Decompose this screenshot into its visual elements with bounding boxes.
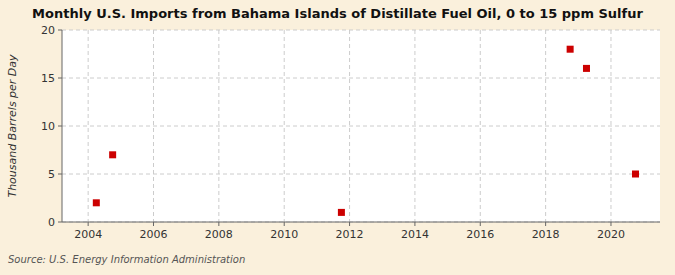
x-tick-label: 2014	[401, 228, 429, 241]
y-axis-label: Thousand Barrels per Day	[6, 54, 19, 198]
point	[338, 209, 345, 216]
y-tick	[58, 30, 62, 31]
grid	[62, 30, 660, 222]
grid-line	[88, 30, 89, 222]
point	[632, 171, 639, 178]
x-tick-label: 2018	[532, 228, 560, 241]
point	[583, 65, 590, 72]
x-tick	[545, 222, 546, 226]
y-tick-label: 15	[41, 72, 55, 85]
grid-line	[284, 30, 285, 222]
x-tick-label: 2008	[205, 228, 233, 241]
point	[567, 46, 574, 53]
y-tick-label: 0	[48, 216, 55, 229]
x-axis	[62, 222, 660, 223]
y-tick	[58, 174, 62, 175]
plot-area	[62, 30, 660, 222]
y-tick	[58, 222, 62, 223]
background	[0, 0, 675, 275]
chart: Monthly U.S. Imports from Bahama Islands…	[0, 0, 675, 275]
grid-line	[62, 30, 660, 31]
y-tick-label: 10	[41, 120, 55, 133]
y-tick	[58, 126, 62, 127]
x-tick	[349, 222, 350, 226]
point	[109, 151, 116, 158]
x-tick-label: 2010	[270, 228, 298, 241]
grid-line	[62, 126, 660, 127]
x-tick-label: 2012	[336, 228, 364, 241]
x-tick	[610, 222, 611, 226]
x-tick	[414, 222, 415, 226]
source: Source: U.S. Energy Information Administ…	[8, 254, 245, 265]
points	[93, 46, 639, 216]
grid-line	[62, 222, 660, 223]
x-tick	[284, 222, 285, 226]
y-tick	[58, 78, 62, 79]
y-tick-label: 20	[41, 24, 55, 37]
x-tick	[88, 222, 89, 226]
x-tick	[218, 222, 219, 226]
x-tick	[480, 222, 481, 226]
point	[93, 199, 100, 206]
x-tick	[153, 222, 154, 226]
grid-line	[480, 30, 481, 222]
grid-line	[62, 174, 660, 175]
grid-line	[62, 78, 660, 79]
x-tick-label: 2004	[74, 228, 102, 241]
x-tick-label: 2016	[466, 228, 494, 241]
x-tick-label: 2020	[597, 228, 625, 241]
y-tick-label: 5	[48, 168, 55, 181]
x-tick-label: 2006	[139, 228, 167, 241]
title: Monthly U.S. Imports from Bahama Islands…	[32, 6, 643, 21]
